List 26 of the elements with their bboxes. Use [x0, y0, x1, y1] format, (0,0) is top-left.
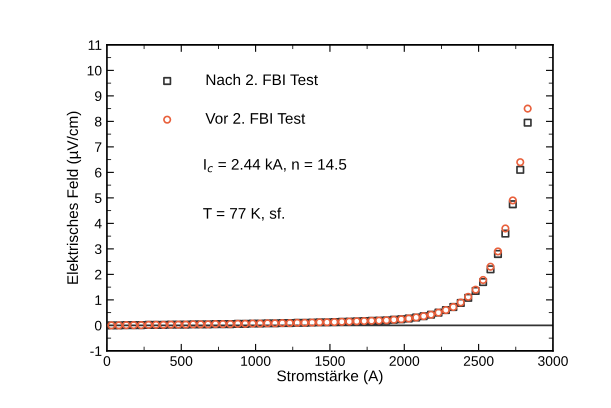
y-tick-label: 6: [95, 168, 102, 178]
y-axis-title: Elektrisches Feld (µV/cm): [66, 112, 82, 284]
x-tick-label: 3000: [538, 356, 568, 366]
annotation: T = 77 K, sf.: [203, 208, 284, 221]
y-tick-label: 9: [94, 91, 102, 102]
y-tick-label: 8: [94, 116, 102, 127]
y-tick-label: 1: [95, 295, 102, 305]
y-tick-label: -1: [90, 346, 102, 356]
annotation: I$_{c}$ = 2.44 kA, n = 14.5: [204, 158, 346, 172]
x-tick-label: 2000: [390, 356, 420, 366]
y-tick-label: 5: [94, 193, 102, 204]
y-tick-label: 11: [88, 40, 102, 50]
y-tick-label: 0: [94, 320, 102, 331]
y-tick-label: 3: [94, 244, 102, 254]
x-tick-label: 0: [104, 356, 110, 366]
x-tick-label: 500: [170, 356, 192, 366]
legend-label: Nach 2. FBI Test: [206, 74, 318, 86]
x-axis-title: Stromstärke (A): [277, 370, 382, 384]
y-tick-label: 7: [95, 142, 102, 152]
y-tick-label: 2: [95, 270, 102, 280]
x-tick-label: 1000: [241, 356, 271, 366]
y-tick-label: 10: [88, 66, 102, 76]
legend-label: Vor 2. FBI Test: [205, 113, 306, 124]
x-tick-label: 1500: [316, 356, 345, 366]
x-tick-label: 2500: [464, 356, 494, 366]
y-tick-label: 4: [94, 218, 102, 228]
